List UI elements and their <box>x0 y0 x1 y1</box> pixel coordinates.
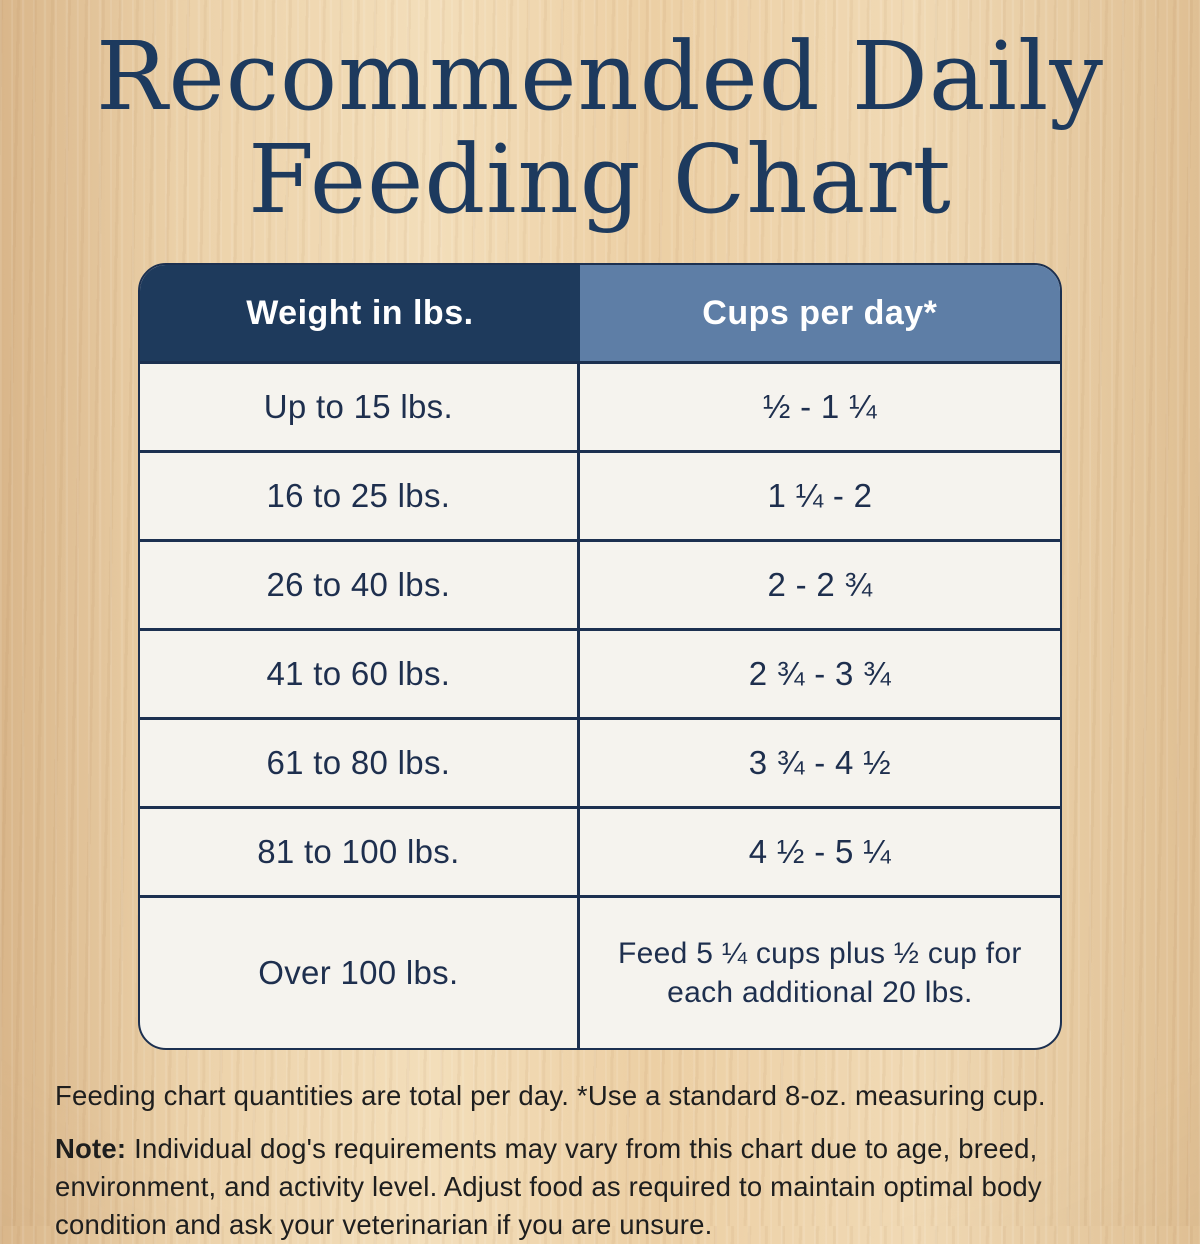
cups-cell: 3 ¾ - 4 ½ <box>748 744 891 782</box>
cups-cell: ½ - 1 ¼ <box>762 388 877 426</box>
page-title: Recommended Daily Feeding Chart <box>0 26 1200 231</box>
weight-cell: 81 to 100 lbs. <box>140 809 580 896</box>
page-title-line-2: Feeding Chart <box>248 124 952 235</box>
weight-cell: 61 to 80 lbs. <box>140 720 580 807</box>
header-cell-weight: Weight in lbs. <box>140 265 580 362</box>
cups-cell: 4 ½ - 5 ¼ <box>748 833 891 871</box>
note-label: Note: <box>55 1133 127 1165</box>
weight-cell: 26 to 40 lbs. <box>140 542 580 629</box>
weight-cell: 16 to 25 lbs. <box>140 453 580 540</box>
table-row: 16 to 25 lbs. 1 ¼ - 2 <box>140 450 1060 540</box>
cups-cell: 1 ¼ - 2 <box>767 477 873 515</box>
note-text: Individual dog's requirements may vary f… <box>55 1133 1042 1241</box>
cups-cell: Feed 5 ¼ cups plus ½ cup for each additi… <box>618 936 1022 1010</box>
weight-cell: 41 to 60 lbs. <box>140 631 580 718</box>
table-row: 61 to 80 lbs. 3 ¾ - 4 ½ <box>140 717 1060 807</box>
feeding-chart-page: Recommended Daily Feeding Chart Weight i… <box>0 26 1200 1240</box>
table-header-row: Weight in lbs. Cups per day* <box>140 265 1060 362</box>
table-row: 41 to 60 lbs. 2 ¾ - 3 ¾ <box>140 628 1060 718</box>
cups-cell: 2 ¾ - 3 ¾ <box>748 655 891 693</box>
table-row: 26 to 40 lbs. 2 - 2 ¾ <box>140 539 1060 629</box>
footer: Feeding chart quantities are total per d… <box>55 1080 1145 1244</box>
footer-vet-note: Note: Individual dog's requirements may … <box>55 1130 1145 1244</box>
table-row: Up to 15 lbs. ½ - 1 ¼ <box>140 361 1060 451</box>
feeding-table: Weight in lbs. Cups per day* Up to 15 lb… <box>138 263 1062 1051</box>
table-row: Over 100 lbs. Feed 5 ¼ cups plus ½ cup f… <box>140 895 1060 1049</box>
weight-cell: Over 100 lbs. <box>140 898 580 1049</box>
footer-measuring-cup-note: Feeding chart quantities are total per d… <box>55 1080 1046 1112</box>
table-row: 81 to 100 lbs. 4 ½ - 5 ¼ <box>140 806 1060 896</box>
weight-cell: Up to 15 lbs. <box>140 364 580 451</box>
cups-cell: 2 - 2 ¾ <box>767 566 873 604</box>
header-cell-cups: Cups per day* <box>579 265 1060 362</box>
page-title-line-1: Recommended Daily <box>95 22 1104 132</box>
